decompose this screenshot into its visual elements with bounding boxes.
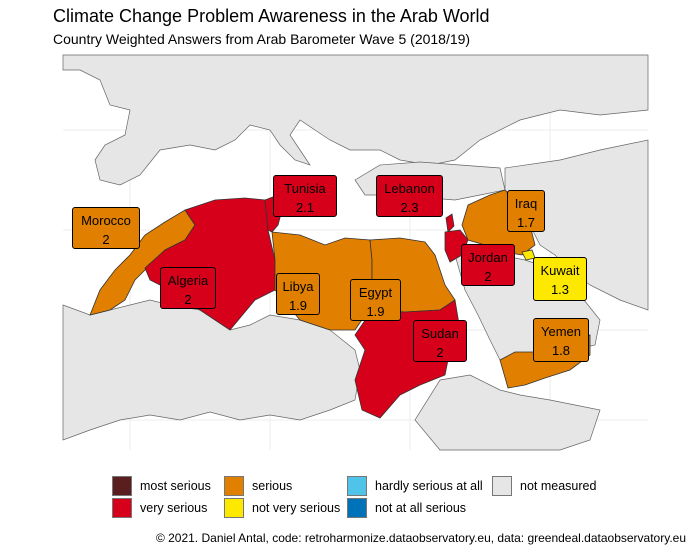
map-subtitle: Country Weighted Answers from Arab Barom…: [53, 31, 471, 47]
map-caption: © 2021. Daniel Antal, code: retroharmoni…: [155, 531, 686, 545]
country-shape-algeria: [144, 197, 276, 331]
country-name: Sudan: [421, 326, 459, 341]
country-name: Morocco: [81, 213, 131, 228]
country-value: 1.3: [550, 282, 570, 297]
country-value: 1.9: [366, 304, 385, 319]
country-name: Lebanon: [384, 181, 435, 196]
country-label-libya: Libya 1.9: [276, 273, 320, 315]
legend-label: serious: [252, 479, 293, 493]
legend-label: not at all serious: [375, 501, 467, 515]
land-europe: [62, 54, 649, 186]
country-label-tunisia: Tunisia 2.1: [273, 175, 337, 217]
country-label-yemen: Yemen 1.8: [533, 318, 589, 362]
country-name: Algeria: [167, 273, 209, 288]
country-label-sudan: Sudan 2: [413, 320, 467, 362]
legend-label: not very serious: [252, 501, 341, 515]
map-title: Climate Change Problem Awareness in the …: [53, 6, 490, 26]
legend-item-serious: serious: [224, 476, 292, 496]
country-value: 1.9: [288, 298, 308, 313]
country-value: 1.8: [551, 343, 571, 358]
land-east-africa: [414, 374, 601, 451]
country-label-kuwait: Kuwait 1.3: [533, 257, 587, 301]
country-name: Libya: [282, 279, 314, 294]
legend-item-hardly-serious: hardly serious at all: [347, 476, 483, 496]
legend-swatch: [492, 476, 512, 496]
legend-item-very-serious: very serious: [112, 498, 207, 518]
legend-label: very serious: [140, 501, 208, 515]
legend-item-not-at-all-serious: not at all serious: [347, 498, 466, 518]
country-name: Kuwait: [540, 263, 580, 278]
country-value: 2: [436, 345, 444, 360]
country-value: 2.3: [400, 200, 419, 215]
legend-label: most serious: [140, 479, 211, 493]
country-label-jordan: Jordan 2: [461, 244, 515, 286]
country-label-egypt: Egypt 1.9: [350, 279, 401, 321]
legend-swatch: [347, 498, 367, 518]
country-value: 2: [184, 292, 192, 307]
country-name: Jordan: [468, 250, 508, 265]
legend-item-not-very-serious: not very serious: [224, 498, 340, 518]
country-name: Tunisia: [284, 181, 326, 196]
legend-swatch: [224, 476, 244, 496]
country-label-lebanon: Lebanon 2.3: [376, 175, 443, 217]
country-value: 2: [484, 269, 492, 284]
country-label-algeria: Algeria 2: [160, 267, 216, 309]
country-name: Iraq: [514, 196, 538, 211]
legend-swatch: [347, 476, 367, 496]
legend-item-not-measured: not measured: [492, 476, 596, 496]
country-name: Egypt: [358, 285, 393, 300]
legend-swatch: [112, 498, 132, 518]
legend-swatch: [224, 498, 244, 518]
legend-label: hardly serious at all: [375, 479, 483, 493]
legend-label: not measured: [520, 479, 597, 493]
legend-swatch: [112, 476, 132, 496]
country-value: 1.7: [516, 215, 536, 230]
country-value: 2: [102, 232, 110, 247]
country-name: Yemen: [541, 324, 581, 339]
legend-item-most-serious: most serious: [112, 476, 211, 496]
legend: most serious very serious serious not ve…: [112, 476, 632, 522]
country-value: 2.1: [295, 200, 315, 215]
country-label-iraq: Iraq 1.7: [507, 190, 545, 232]
country-shape-lebanon: [445, 213, 455, 233]
country-label-morocco: Morocco 2: [72, 207, 140, 249]
